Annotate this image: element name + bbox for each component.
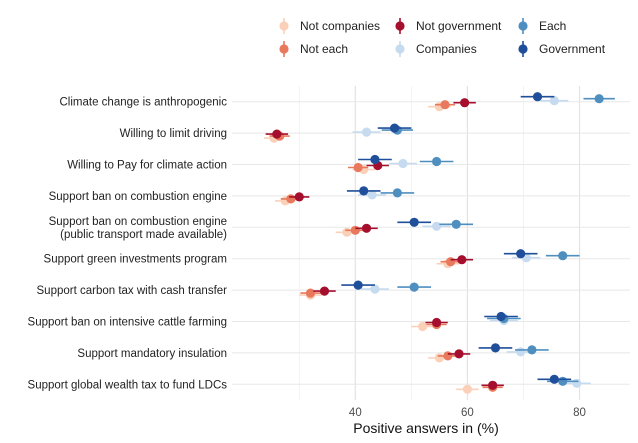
data-point xyxy=(305,288,316,298)
data-point xyxy=(460,98,470,108)
category-label: Support green investments program xyxy=(44,254,227,266)
legend-label: Not companies xyxy=(300,19,380,33)
category-label: Support ban on combustion engine xyxy=(49,191,227,203)
data-point xyxy=(361,223,372,233)
data-point xyxy=(350,225,360,235)
data-point xyxy=(286,194,296,204)
data-point xyxy=(353,280,363,290)
x-tick-label: 60 xyxy=(461,407,474,419)
legend-key-point xyxy=(395,21,405,31)
x-tick-label: 40 xyxy=(349,407,362,419)
category-label: Support mandatory insulation xyxy=(77,348,227,360)
x-tick-label: 80 xyxy=(573,407,586,419)
category-label: Support ban on combustion engine (public … xyxy=(49,216,228,241)
legend-label: Government xyxy=(539,42,606,56)
category-label-line: Support carbon tax with cash transfer xyxy=(37,285,228,297)
data-point xyxy=(549,374,559,384)
data-point xyxy=(361,127,372,137)
data-point xyxy=(446,257,456,267)
data-point xyxy=(443,351,453,361)
data-point xyxy=(432,156,442,167)
data-point xyxy=(417,321,428,332)
category-label-line: Willing to Pay for climate action xyxy=(67,160,227,172)
legend-item-not-each: Not each xyxy=(279,41,348,57)
legend-key-point xyxy=(279,21,289,31)
data-point xyxy=(434,353,445,363)
category-label: Willing to Pay for climate action xyxy=(67,160,227,172)
legend-key-point xyxy=(518,44,528,54)
data-point xyxy=(572,378,582,388)
category-label-line: Support mandatory insulation xyxy=(77,348,227,360)
series-not-companies xyxy=(263,102,479,394)
category-label: Support ban on intensive cattle farming xyxy=(28,317,227,329)
data-point xyxy=(454,349,464,359)
series-companies xyxy=(352,96,591,388)
data-point xyxy=(432,317,442,328)
legend-label: Not each xyxy=(300,42,348,56)
data-point xyxy=(294,192,304,202)
data-point xyxy=(440,100,450,110)
data-point xyxy=(527,345,537,355)
legend-label: Each xyxy=(539,19,566,33)
category-label-line: Support ban on combustion engine xyxy=(49,216,227,228)
data-point xyxy=(516,347,526,357)
category-label: Support carbon tax with cash transfer xyxy=(37,285,228,297)
data-point xyxy=(272,129,282,139)
legend-item-government: Government xyxy=(518,41,606,57)
data-point xyxy=(462,384,473,394)
data-point xyxy=(370,284,380,294)
legend-item-each: Each xyxy=(518,18,566,34)
data-point xyxy=(389,123,400,133)
data-point xyxy=(342,227,352,237)
category-labels: Climate change is anthropogenic Willing t… xyxy=(28,97,228,392)
data-point xyxy=(594,94,604,104)
legend-item-companies: Companies xyxy=(395,41,477,57)
series-government xyxy=(341,92,572,384)
category-label-line: (public transport made available) xyxy=(60,229,227,241)
category-label-line: Support ban on intensive cattle farming xyxy=(28,317,227,329)
legend-label: Companies xyxy=(416,42,477,56)
category-label: Willing to limit driving xyxy=(120,128,227,140)
legend: Not companies Not each Not government Compa… xyxy=(279,18,606,57)
legend-item-not-government: Not government xyxy=(395,18,502,34)
category-label-line: Support green investments program xyxy=(44,254,227,266)
data-point xyxy=(451,219,461,229)
data-point xyxy=(398,158,408,169)
legend-key-point xyxy=(518,21,528,31)
data-point xyxy=(516,249,526,259)
data-point xyxy=(353,162,363,173)
data-point xyxy=(432,221,442,231)
category-label: Climate change is anthropogenic xyxy=(60,97,228,109)
gridlines xyxy=(232,86,630,400)
data-point xyxy=(558,251,568,261)
data-point xyxy=(370,154,380,165)
data-point xyxy=(496,311,506,322)
data-point xyxy=(457,255,467,265)
data-point xyxy=(409,282,419,292)
series-not-government xyxy=(265,98,504,390)
category-label-line: Willing to limit driving xyxy=(120,128,227,140)
x-tick-labels: 40 60 80 xyxy=(349,407,586,419)
data-point xyxy=(532,92,543,102)
data-point xyxy=(558,376,568,386)
data-point xyxy=(409,217,419,227)
legend-label: Not government xyxy=(416,19,502,33)
x-axis-title: Positive answers in (%) xyxy=(353,420,499,436)
legend-key-point xyxy=(395,44,405,54)
category-label-line: Support ban on combustion engine xyxy=(49,191,227,203)
data-marks xyxy=(263,92,615,394)
data-point xyxy=(367,190,377,200)
category-label-line: Support global wealth tax to fund LDCs xyxy=(28,379,228,391)
data-point xyxy=(488,380,498,390)
data-point xyxy=(319,286,330,296)
legend-item-not-companies: Not companies xyxy=(279,18,380,34)
legend-key-point xyxy=(279,44,289,54)
data-point xyxy=(490,343,501,353)
category-label: Support global wealth tax to fund LDCs xyxy=(28,379,228,391)
data-point xyxy=(359,186,369,196)
category-label-line: Climate change is anthropogenic xyxy=(60,97,228,109)
data-point xyxy=(549,96,559,106)
data-point xyxy=(392,188,402,198)
